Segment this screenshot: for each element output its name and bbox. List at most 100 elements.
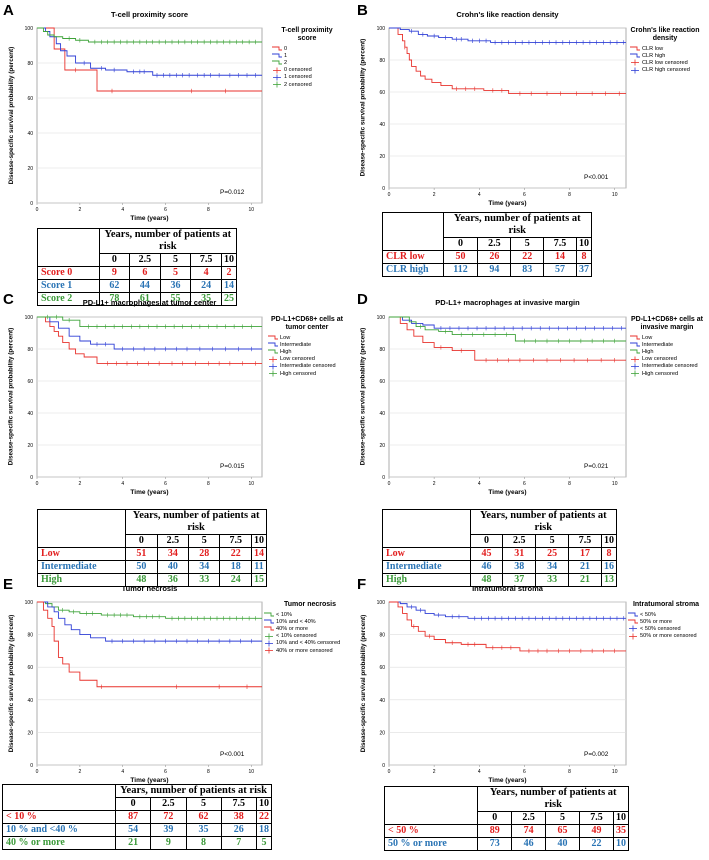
risk-header-row: Years, number of patients at risk	[37, 228, 238, 267]
legend-symbol	[630, 45, 640, 52]
legend-symbol-glyph	[631, 363, 639, 370]
legend-item: < 10% censored	[264, 633, 356, 640]
plot-area: 0 20 40 60 80 100 0 2 4 6 8 10	[377, 315, 627, 487]
legend-item: Low censored	[268, 356, 346, 363]
risk-value: 78	[98, 292, 131, 306]
plot-area: 0 20 40 60 80 100 0 2 4 6 8 10	[25, 26, 263, 213]
y-tick-label: 60	[379, 379, 385, 385]
risk-value: 13	[601, 573, 617, 587]
x-axis-label: Time (years)	[488, 200, 527, 207]
y-tick-label: 100	[25, 315, 34, 321]
risk-value: 21	[115, 836, 152, 850]
risk-table: Years, number of patients at risk 0 2.5 5 7.…	[37, 228, 238, 306]
risk-value: 37	[502, 573, 537, 587]
risk-value: 16	[601, 560, 617, 574]
risk-value: 55	[159, 292, 192, 306]
risk-time: 5	[188, 534, 221, 548]
survival-curve-1	[389, 601, 626, 619]
x-tick-label: 8	[207, 769, 210, 775]
risk-row-label: Intermediate	[36, 560, 127, 574]
risk-table: Years, number of patients at risk 0 2.5 5 7.…	[1, 784, 272, 850]
risk-time: 10	[576, 237, 592, 251]
x-tick-label: 4	[478, 481, 481, 487]
legend-line	[264, 612, 274, 617]
legend-symbol-glyph	[265, 640, 273, 647]
legend-item: Low	[630, 334, 704, 341]
risk-value: 94	[477, 263, 512, 277]
y-tick-label: 20	[379, 443, 385, 449]
legend-item: CLR low censored	[630, 59, 700, 66]
risk-value: 5	[159, 266, 192, 280]
risk-value: 8	[576, 250, 592, 264]
risk-header-row: Years, number of patients at risk	[36, 509, 267, 548]
legend-label: 50% or more	[640, 618, 673, 625]
x-tick-label: 0	[36, 481, 39, 487]
plot-frame	[36, 27, 263, 204]
risk-time: 2.5	[129, 253, 161, 267]
risk-value: 112	[442, 263, 479, 277]
chart-title: Intratumoral stroma	[472, 584, 543, 593]
p-value: P<0.001	[584, 174, 609, 181]
risk-row: Score 2 78 61 55 35 25	[37, 292, 237, 306]
legend-symbol-glyph	[265, 633, 273, 640]
risk-value: 72	[150, 810, 187, 824]
legend-title: T-cell proximity score	[281, 27, 333, 42]
y-tick-label: 100	[377, 315, 386, 321]
risk-value: 7	[220, 836, 258, 850]
risk-row: Intermediate 50 40 34 18 11	[36, 560, 267, 574]
legend-symbol	[272, 67, 282, 74]
risk-times-row: 0 2.5 5 7.5 10	[385, 811, 629, 825]
y-tick-label: 100	[377, 26, 386, 32]
legend-symbol-glyph	[630, 342, 640, 347]
x-tick-label: 6	[523, 769, 526, 775]
legend-item: Low	[268, 334, 346, 341]
risk-header: Years, number of patients at risk	[469, 509, 618, 535]
risk-time: 10	[251, 534, 267, 548]
legend-line	[268, 335, 278, 340]
legend-symbol	[264, 640, 274, 647]
legend-symbol-glyph	[630, 53, 640, 58]
risk-value: 35	[613, 824, 629, 838]
y-tick-label: 40	[27, 411, 33, 417]
risk-value: 40	[156, 560, 190, 574]
plot-frame	[388, 27, 627, 189]
legend-symbol-glyph	[630, 335, 640, 340]
risk-value: 46	[511, 837, 547, 851]
y-tick-label: 20	[379, 154, 385, 160]
plot-frame	[388, 601, 627, 766]
x-tick-label: 0	[36, 207, 39, 213]
y-tick-label: 80	[27, 347, 33, 353]
panel-label: D	[357, 291, 368, 308]
y-tick-label: 20	[27, 443, 33, 449]
risk-time: 7.5	[578, 811, 615, 825]
panel-f: F Intratumoral stroma 0 20 40 60 80 100 0 2 4 6 8 10 D…	[352, 575, 709, 860]
risk-time: 0	[98, 253, 131, 267]
risk-table: Years, number of patients at risk 0 2.5 5 7.…	[383, 786, 629, 851]
legend-line	[628, 612, 638, 617]
x-tick-label: 6	[164, 207, 167, 213]
legend-line	[264, 627, 274, 631]
x-tick-label: 0	[388, 481, 391, 487]
risk-table: Years, number of patients at risk 0 2.5 5 7.…	[36, 509, 267, 587]
legend-label: CLR high	[642, 52, 666, 59]
legend-item: 2 censored	[272, 81, 342, 88]
risk-value: 54	[115, 823, 152, 837]
chart-title: Tumor necrosis	[121, 584, 178, 593]
legend-symbol-glyph	[631, 59, 639, 66]
risk-row: Low 45 31 25 17 8	[382, 547, 617, 561]
risk-time: 0	[125, 534, 158, 548]
y-tick-label: 20	[27, 166, 33, 172]
x-axis-label: Time (years)	[488, 777, 527, 784]
legend-item: CLR low	[630, 45, 700, 52]
x-tick-label: 10	[612, 481, 618, 487]
legend-label: Low censored	[280, 356, 315, 363]
legend-label: Intermediate censored	[642, 363, 698, 370]
p-value: P=0.012	[220, 189, 245, 196]
legend-item: 0 censored	[272, 67, 342, 74]
survival-curve-3	[37, 27, 262, 43]
risk-header-row: Years, number of patients at risk	[383, 786, 629, 825]
legend-item: Intermediate censored	[268, 363, 346, 370]
y-axis-label: Disease-specific survival probability (p…	[359, 38, 367, 177]
legend-symbol	[268, 348, 278, 355]
legend: Tumor necrosis < 10% 10% and < 40% 40% or m…	[264, 601, 356, 654]
